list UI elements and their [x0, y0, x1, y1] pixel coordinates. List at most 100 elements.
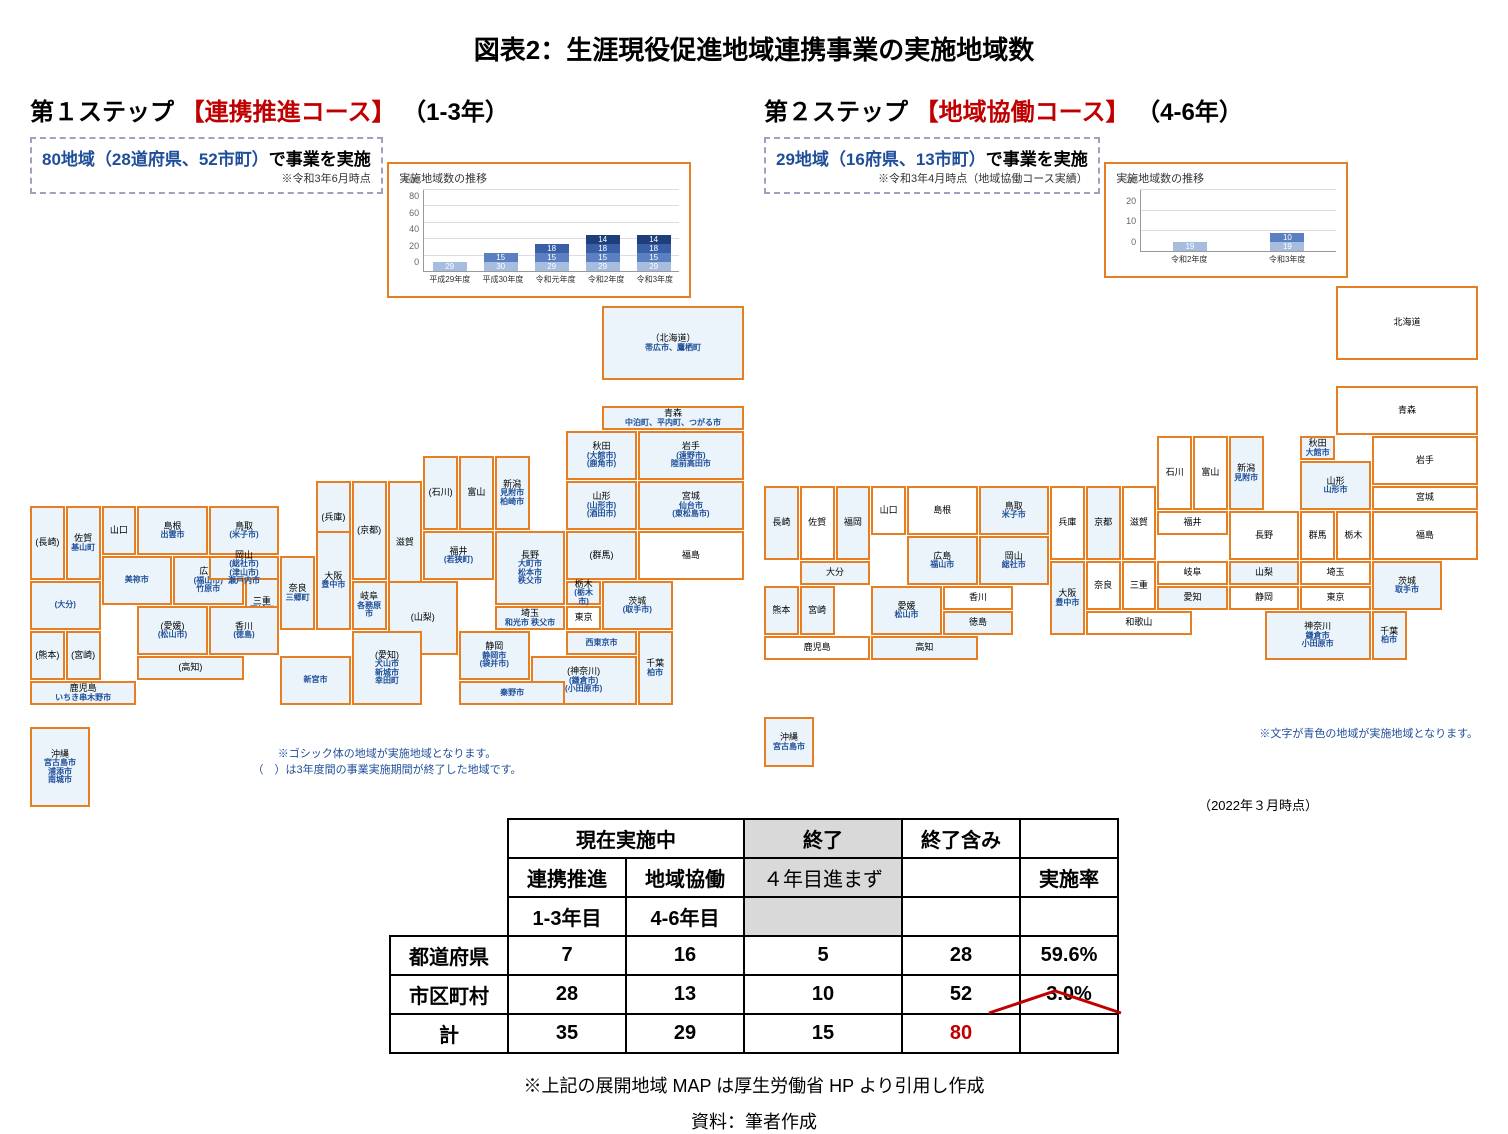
- map-region: 山口: [871, 486, 906, 535]
- step1-info-box: 80地域（28道府県、52市町）で事業を実施 ※令和3年6月時点: [30, 137, 383, 194]
- table-cell: 16: [626, 936, 744, 975]
- map-region: 山口: [102, 506, 137, 555]
- map-region: 奈良: [1086, 561, 1121, 610]
- map-region: (大分): [30, 581, 101, 630]
- table-cell: 13: [626, 975, 744, 1014]
- map-region: 静岡静岡市 (袋井市): [459, 631, 530, 680]
- map-region: (高知): [137, 656, 243, 680]
- table-header-row-3: 1-3年目 4-6年目: [390, 897, 1118, 936]
- th-4yr: ４年目進まず: [744, 858, 902, 897]
- table-header-row-2: 連携推進 地域協働 ４年目進まず 実施率: [390, 858, 1118, 897]
- th-blank5: [1020, 897, 1118, 936]
- step1-chart: 0204060801002930152915182915181429151814…: [399, 190, 679, 290]
- map-region: (長崎): [30, 506, 65, 580]
- map-region: 岡山(総社市) (津山市) 瀬戸内市: [209, 556, 280, 580]
- footer-note-1: ※上記の展開地域 MAP は厚生労働省 HP より引用し作成: [30, 1072, 1478, 1098]
- step2-info-blue: 29地域（16府県、13市町）: [776, 150, 986, 169]
- rate-cell: [1020, 1014, 1118, 1053]
- step1-okinawa-city: 宮古島市 浦添市 南城市: [44, 759, 76, 784]
- th-blank2: [902, 858, 1020, 897]
- step2-chart: 0102030191910令和2年度令和3年度: [1116, 190, 1336, 270]
- map-region: (群馬): [566, 531, 637, 580]
- table-cell: 28: [508, 975, 626, 1014]
- step1-map-note-2: （ ）は3年度間の事業実施期間が終了した地域です。: [30, 761, 744, 777]
- step1-heading-red: 【連携推進コース】: [181, 99, 396, 126]
- map-region: 大阪豊中市: [316, 531, 351, 630]
- map-region: 神奈川鎌倉市 小田原市: [1265, 611, 1371, 660]
- triangle-icon: [985, 987, 1125, 1015]
- step1-heading-suffix: （1-3年）: [402, 99, 509, 126]
- map-region: (熊本): [30, 631, 65, 680]
- map-region: 鹿児島: [764, 636, 870, 660]
- step1-chart-title: 実施地域数の推移: [399, 170, 679, 186]
- map-region: (京都): [352, 481, 387, 580]
- step1-info-blue: 80地域（28道府県、52市町）: [42, 150, 269, 169]
- footer-note-2: 資料：筆者作成: [30, 1108, 1478, 1134]
- map-region: 奈良三郷町: [280, 556, 315, 630]
- map-region: 愛媛松山市: [871, 586, 942, 635]
- table-cell: 10: [744, 975, 902, 1014]
- map-region: 岩手(遠野市) 陸前高田市: [638, 431, 744, 480]
- table-cell: 15: [744, 1014, 902, 1053]
- map-region: （北海道）帯広市、鷹栖町: [602, 306, 744, 380]
- map-region: 広島福山市: [907, 536, 978, 585]
- map-region: 栃木: [1336, 511, 1371, 560]
- map-region: 福岡: [836, 486, 871, 560]
- map-region: 鹿児島いちき串木野市: [30, 681, 136, 705]
- map-region: 滋賀: [1122, 486, 1157, 560]
- map-region: 新潟見附市: [1229, 436, 1264, 510]
- map-region: 香川: [943, 586, 1014, 610]
- step2-info-sub: ※令和3年4月時点（地域協働コース実績）: [776, 170, 1088, 186]
- step2-heading-red: 【地域協働コース】: [915, 99, 1130, 126]
- map-region: 東京: [1300, 586, 1371, 610]
- step1-info-rest: で事業を実施: [269, 150, 371, 169]
- th-blank: [1020, 819, 1118, 858]
- th-renkei: 連携推進: [508, 858, 626, 897]
- map-region: 青森: [1336, 386, 1478, 435]
- step1-chart-box: 実施地域数の推移 0204060801002930152915182915181…: [387, 162, 691, 298]
- map-region: 鳥取米子市: [979, 486, 1050, 535]
- data-table: 現在実施中 終了 終了含み 連携推進 地域協働 ４年目進まず 実施率 1-3年目…: [389, 818, 1119, 1054]
- map-region: 美祢市: [102, 556, 173, 605]
- map-region: 埼玉和光市 秩父市: [495, 606, 566, 630]
- step2-heading-suffix: （4-6年）: [1136, 99, 1243, 126]
- step2-column: 第２ステップ 【地域協働コース】 （4-6年） 29地域（16府県、13市町）で…: [764, 92, 1478, 777]
- map-region: 新宮市: [280, 656, 351, 705]
- map-region: 千葉柏市: [1372, 611, 1407, 660]
- th-blank3: [744, 897, 902, 936]
- map-region: 岐阜: [1157, 561, 1228, 585]
- map-region: 北海道: [1336, 286, 1478, 360]
- step2-chart-title: 実施地域数の推移: [1116, 170, 1336, 186]
- map-region: 岡山総社市: [979, 536, 1050, 585]
- step2-heading-prefix: 第２ステップ: [764, 99, 908, 126]
- map-region: 福島: [638, 531, 744, 580]
- step1-info-sub: ※令和3年6月時点: [42, 170, 371, 186]
- map-region: 鳥取(米子市): [209, 506, 280, 555]
- th-current: 現在実施中: [508, 819, 744, 858]
- map-region: 西東京市: [566, 631, 637, 655]
- row-label: 計: [390, 1014, 508, 1053]
- th-13: 1-3年目: [508, 897, 626, 936]
- map-region: 高知: [871, 636, 977, 660]
- th-incl-finished: 終了含み: [902, 819, 1020, 858]
- row-label: 市区町村: [390, 975, 508, 1014]
- map-region: 福島: [1372, 511, 1478, 560]
- map-region: 埼玉: [1300, 561, 1371, 585]
- step2-okinawa-city: 宮古島市: [773, 743, 805, 751]
- th-46: 4-6年目: [626, 897, 744, 936]
- map-region: 京都: [1086, 486, 1121, 560]
- map-region: 新潟見附市 柏崎市: [495, 456, 530, 530]
- step1-column: 第１ステップ 【連携推進コース】 （1-3年） 80地域（28道府県、52市町）…: [30, 92, 744, 777]
- table-body: 都道府県71652859.6%市区町村281310523.0%計35291580: [390, 936, 1118, 1053]
- map-region: 群馬: [1300, 511, 1335, 560]
- map-region: 佐賀: [800, 486, 835, 560]
- map-region: 愛知: [1157, 586, 1228, 610]
- step2-heading: 第２ステップ 【地域協働コース】 （4-6年）: [764, 92, 1478, 127]
- map-region: (愛知)犬山市 新城市 幸田町: [352, 631, 423, 705]
- map-region: 長野大町市 松本市 秩父市: [495, 531, 566, 605]
- map-region: 福井(若狭町): [423, 531, 494, 580]
- table-cell: 80: [902, 1014, 1020, 1053]
- map-region: 茨城(取手市): [602, 581, 673, 630]
- map-region: 熊本: [764, 586, 799, 635]
- step2-map-note: ※文字が青色の地域が実施地域となります。: [764, 725, 1478, 741]
